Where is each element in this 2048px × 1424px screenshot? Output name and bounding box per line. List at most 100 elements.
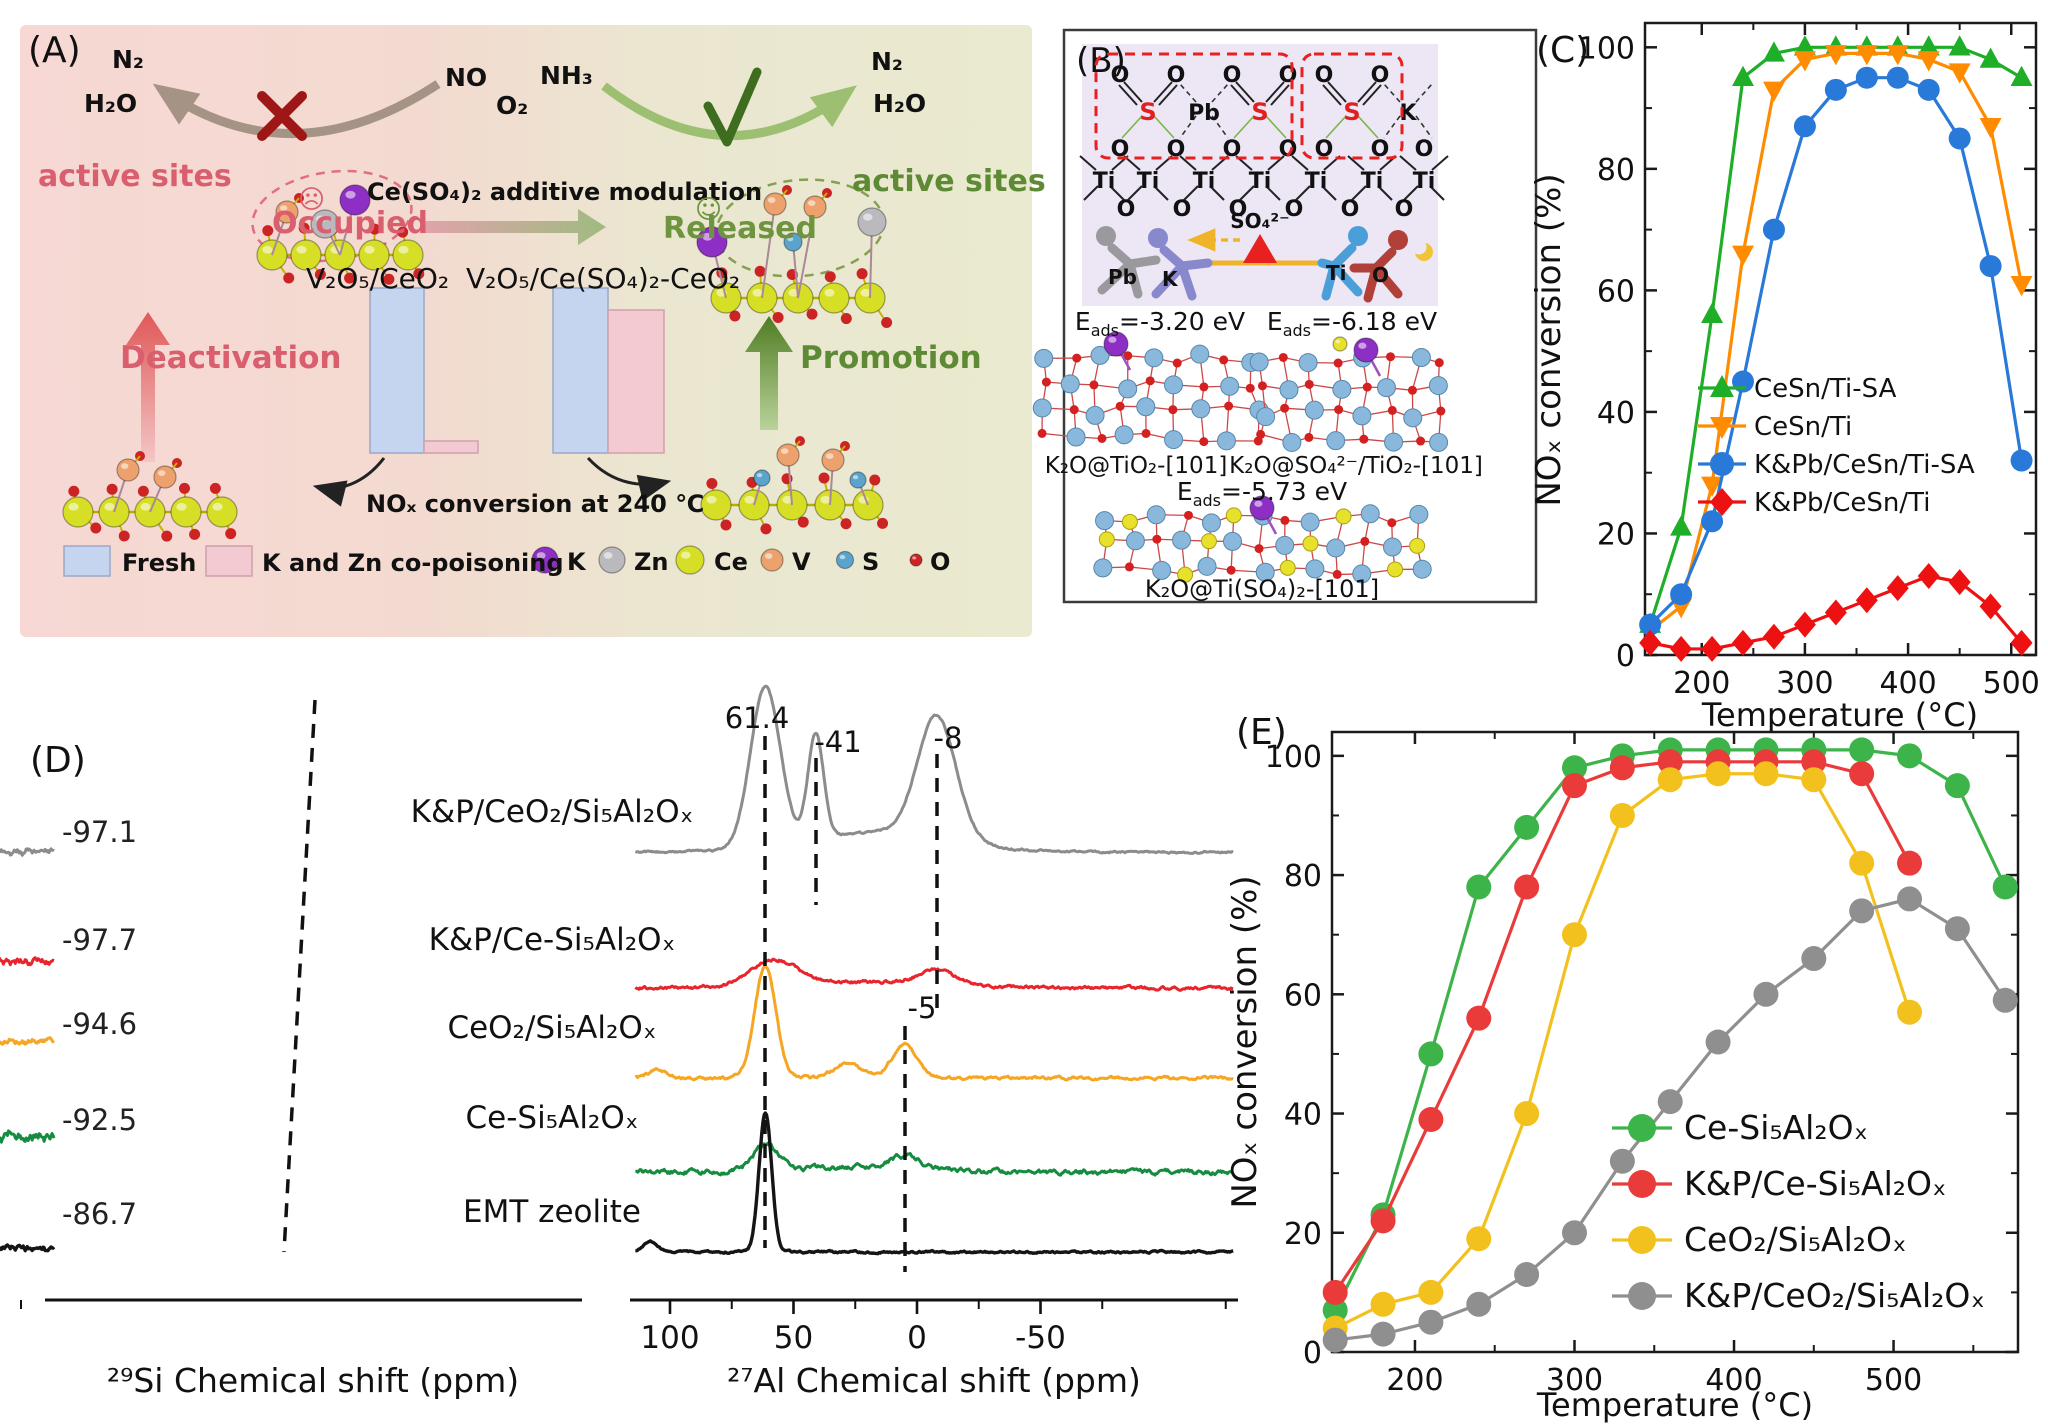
lattice-o: O bbox=[1223, 137, 1242, 162]
legend-label: K&P/Ce-Si₅Al₂Oₓ bbox=[1684, 1164, 1947, 1203]
ce-atom bbox=[62, 496, 94, 528]
x-axis-label: Temperature (°C) bbox=[1701, 696, 1978, 734]
x-tick-label: 500 bbox=[1983, 666, 2040, 701]
lattice-s: S bbox=[1251, 98, 1268, 126]
sulfate-highlight-box-2 bbox=[1300, 52, 1404, 160]
lattice-o: O bbox=[1167, 137, 1186, 162]
peak-si-4: -92.5 bbox=[62, 1103, 137, 1137]
peak-si-5: -86.7 bbox=[62, 1197, 137, 1231]
lattice-ti: Ti bbox=[1193, 169, 1216, 194]
x-tick-label: 400 bbox=[1879, 666, 1936, 701]
lattice-pb: Pb bbox=[1188, 101, 1220, 126]
tick-label: 0 bbox=[907, 1320, 927, 1356]
spectrum-curve-K&P/Ce-Si₅Al₂Oₓ bbox=[634, 957, 1234, 992]
lattice-o: O bbox=[1223, 63, 1242, 88]
y-tick-label: 40 bbox=[1597, 396, 1635, 431]
spectrum-curve-Ce-Si₅Al₂Oₓ bbox=[635, 1141, 1235, 1177]
label-spectrum-4: Ce-Si₅Al₂Oₓ bbox=[465, 1100, 638, 1136]
chart-c: 200 300 400 500 0 20 40 60 80 100 Temperature (°C)… bbox=[1529, 21, 2040, 734]
label-deactivation: Deactivation bbox=[120, 340, 341, 376]
modulation-arrow bbox=[423, 209, 606, 245]
series-K&Pb/CeSn/Ti bbox=[1639, 563, 2033, 662]
s-atom bbox=[1332, 336, 1348, 352]
label-promotion: Promotion bbox=[800, 340, 982, 376]
lattice-o: O bbox=[1111, 63, 1130, 88]
tug-figure-k bbox=[1148, 228, 1213, 301]
tug-figure-o bbox=[1349, 230, 1408, 303]
label-modulation: Ce(SO₄)₂ additive modulation bbox=[367, 178, 762, 206]
peak-si-2: -97.7 bbox=[62, 923, 137, 957]
lattice-ti: Ti bbox=[1361, 169, 1384, 194]
lattice-ti: Ti bbox=[1305, 169, 1328, 194]
label-eads-1: Eads=-3.20 eV bbox=[1075, 307, 1245, 340]
label-n2-left: N₂ bbox=[112, 45, 144, 74]
chart-e: 200 300 400 500 0 20 40 60 80 100 Temperature (°C)… bbox=[1225, 730, 2020, 1424]
tick-label: -50 bbox=[1015, 1320, 1066, 1356]
lattice-o: O bbox=[1415, 137, 1434, 162]
legend-label-kzn: K and Zn co-poisoning bbox=[262, 549, 564, 577]
bar-arrow-right bbox=[586, 456, 672, 502]
label-h2o-left: H₂O bbox=[84, 89, 137, 118]
label-so4-flag: SO₄²⁻ bbox=[1230, 209, 1289, 233]
spectrum-curve-CeO₂/Si₅Al₂Oₓ bbox=[634, 964, 1234, 1082]
panel-a-graphics bbox=[62, 67, 923, 577]
panel-b-graphics: O O O O O OS Pb S S KO O O O O O OTi Ti Ti Ti Ti Ti TiO O O O O O bbox=[1032, 52, 1449, 584]
v-atom bbox=[275, 200, 299, 224]
label-tug-ti: Ti bbox=[1326, 261, 1347, 285]
bar-fresh-left bbox=[369, 287, 425, 454]
panel-b-tag: (B) bbox=[1076, 41, 1126, 81]
lattice-o: O bbox=[1173, 197, 1192, 222]
lattice-o: O bbox=[1229, 197, 1248, 222]
v-atom bbox=[116, 458, 140, 482]
y-tick-label: 80 bbox=[1284, 859, 1322, 894]
x-tick-label: 300 bbox=[1776, 666, 1833, 701]
k-atom bbox=[1353, 337, 1379, 363]
legend-swatch-poisoning bbox=[205, 545, 253, 577]
legend-swatch-fresh bbox=[63, 545, 111, 577]
label-structure-3: K₂O@Ti(SO₄)₂-[101] bbox=[1145, 575, 1379, 603]
spectrum-curve-K&P/CeO₂/Si₅Al₂Oₓ bbox=[634, 684, 1234, 855]
legend-k-sphere bbox=[531, 546, 559, 574]
bar-poison-right bbox=[607, 309, 665, 454]
legend-label: K&Pb/CeSn/Ti bbox=[1754, 488, 1930, 518]
molecule-cluster-released bbox=[696, 185, 893, 329]
y-axis: 0 20 40 60 80 100 bbox=[1578, 31, 2036, 674]
legend-label-ce: Ce bbox=[714, 548, 748, 576]
panel-a-tag: (A) bbox=[28, 30, 81, 71]
label-tug-o: O bbox=[1372, 263, 1389, 287]
legend: Ce-Si₅Al₂Oₓ K&P/Ce-Si₅Al₂Oₓ CeO₂/Si₅Al₂Oₓ K… bbox=[1612, 1108, 1985, 1315]
legend-label-s: S bbox=[862, 548, 879, 576]
spectrum-curve-EMT zeolite bbox=[0, 1243, 56, 1253]
peak-al-61: 61.4 bbox=[725, 701, 790, 735]
legend-label: K&Pb/CeSn/Ti-SA bbox=[1754, 450, 1975, 480]
legend-label-o: O bbox=[930, 548, 950, 576]
label-nh3: NH₃ bbox=[540, 61, 593, 90]
spectrum-curve-CeO₂/Si₅Al₂Oₓ bbox=[0, 1036, 56, 1046]
x-tick-label: 200 bbox=[1386, 1363, 1443, 1398]
x-axis-label: ²⁷Al Chemical shift (ppm) bbox=[727, 1361, 1141, 1400]
lattice-ti: Ti bbox=[1093, 169, 1116, 194]
lattice-k: K bbox=[1399, 101, 1417, 126]
y-tick-label: 80 bbox=[1597, 153, 1635, 188]
k-atom bbox=[696, 226, 728, 258]
k-atom bbox=[1249, 495, 1275, 521]
legend-zn-sphere bbox=[598, 546, 626, 574]
y-tick-label: 0 bbox=[1616, 639, 1635, 674]
panel-a-background bbox=[20, 25, 1032, 637]
label-eads-2: Eads=-6.18 eV bbox=[1267, 307, 1437, 340]
x-tick-label: 400 bbox=[1705, 1363, 1762, 1398]
v-atom bbox=[776, 443, 800, 467]
x-axis-label: Temperature (°C) bbox=[1536, 1386, 1813, 1424]
lattice-s: S bbox=[1139, 98, 1156, 126]
lattice-o: O bbox=[1315, 63, 1334, 88]
bar-poison-left bbox=[423, 440, 479, 454]
peak-al-8: -8 bbox=[934, 721, 963, 755]
lattice-ti: Ti bbox=[1137, 169, 1160, 194]
lattice-s: S bbox=[1343, 98, 1360, 126]
ce-atom bbox=[290, 239, 322, 271]
label-n2-right: N₂ bbox=[871, 47, 903, 76]
ce-atom bbox=[818, 282, 850, 314]
y-tick-label: 60 bbox=[1284, 978, 1322, 1013]
ce-atom bbox=[206, 496, 238, 528]
